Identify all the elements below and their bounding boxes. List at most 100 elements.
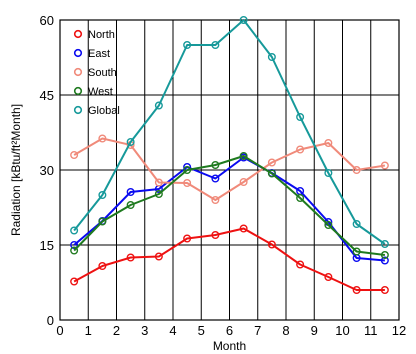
data-point xyxy=(126,200,135,209)
data-point xyxy=(126,187,135,196)
data-point xyxy=(324,138,333,147)
series-line xyxy=(73,155,385,256)
data-point xyxy=(154,252,163,261)
data-point xyxy=(239,16,248,25)
data-point xyxy=(211,230,220,239)
data-point xyxy=(70,277,79,286)
legend-marker xyxy=(73,67,83,77)
legend-item-global: Global xyxy=(73,105,120,117)
data-point xyxy=(98,217,107,226)
legend-label: Global xyxy=(88,105,120,117)
data-point xyxy=(98,134,107,143)
data-point xyxy=(352,286,361,295)
legend-item-north: North xyxy=(73,29,115,41)
series-line xyxy=(73,19,386,245)
data-point xyxy=(183,41,192,50)
x-tick-label: 5 xyxy=(198,323,205,338)
y-tick-label: 60 xyxy=(40,13,54,28)
legend-label: East xyxy=(88,48,110,60)
x-tick-label: 4 xyxy=(169,323,176,338)
x-axis-ticks: 0 1 2 3 4 5 6 7 8 9 10 11 12 xyxy=(56,323,406,338)
data-point xyxy=(239,177,248,186)
series-line xyxy=(73,156,385,262)
series-west xyxy=(70,151,389,259)
x-tick-label: 2 xyxy=(113,323,120,338)
x-tick-label: 11 xyxy=(364,323,378,338)
x-tick-label: 3 xyxy=(141,323,148,338)
data-point xyxy=(126,253,135,262)
data-point xyxy=(296,145,305,154)
data-point xyxy=(324,168,333,177)
data-point xyxy=(183,165,192,174)
x-tick-label: 12 xyxy=(392,323,406,338)
y-tick-label: 45 xyxy=(40,88,54,103)
data-point xyxy=(154,101,163,110)
legend-item-south: South xyxy=(73,67,117,79)
series-line xyxy=(73,137,386,201)
data-point xyxy=(211,160,220,169)
y-tick-label: 15 xyxy=(40,238,54,253)
data-point xyxy=(154,178,163,187)
series-south xyxy=(70,134,389,204)
data-point xyxy=(183,178,192,187)
x-tick-label: 8 xyxy=(282,323,289,338)
data-point xyxy=(154,189,163,198)
data-point xyxy=(239,224,248,233)
data-point xyxy=(98,262,107,271)
series-global xyxy=(70,16,389,248)
data-point xyxy=(211,195,220,204)
y-axis-ticks: 0 15 30 45 60 xyxy=(40,13,54,328)
data-point xyxy=(324,220,333,229)
plot-frame xyxy=(59,19,400,321)
data-point xyxy=(70,240,79,249)
data-point xyxy=(211,41,220,50)
series-line xyxy=(73,227,385,291)
data-point xyxy=(126,137,135,146)
data-point xyxy=(352,219,361,228)
data-point xyxy=(380,161,389,170)
legend-marker xyxy=(73,105,83,115)
legend-marker xyxy=(73,48,83,58)
data-point xyxy=(324,273,333,282)
y-tick-label: 0 xyxy=(47,313,54,328)
data-point xyxy=(267,169,276,178)
data-point xyxy=(98,190,107,199)
legend-label: North xyxy=(88,29,115,41)
data-point xyxy=(296,193,305,202)
data-point xyxy=(380,256,389,265)
x-tick-label: 10 xyxy=(335,323,349,338)
data-point xyxy=(211,174,220,183)
data-point xyxy=(267,240,276,249)
x-axis-title: Month xyxy=(213,339,246,353)
data-point xyxy=(239,151,248,160)
data-point xyxy=(296,112,305,121)
data-point xyxy=(267,158,276,167)
data-point xyxy=(352,165,361,174)
data-point xyxy=(352,247,361,256)
y-axis-title: Radiation [kBtu/ft²Month] xyxy=(9,104,23,236)
series-layer xyxy=(70,16,389,295)
data-point xyxy=(380,250,389,259)
data-point xyxy=(70,150,79,159)
data-point xyxy=(70,226,79,235)
x-tick-label: 6 xyxy=(226,323,233,338)
x-tick-label: 9 xyxy=(311,323,318,338)
data-point xyxy=(183,234,192,243)
data-point xyxy=(70,246,79,255)
legend-marker xyxy=(73,29,83,39)
x-tick-label: 1 xyxy=(85,323,92,338)
x-tick-label: 0 xyxy=(56,323,63,338)
x-tick-label: 7 xyxy=(254,323,261,338)
data-point xyxy=(380,286,389,295)
data-point xyxy=(296,260,305,269)
data-point xyxy=(380,239,389,248)
series-east xyxy=(70,153,389,265)
legend: North East South West Global xyxy=(73,29,120,117)
legend-item-east: East xyxy=(73,48,110,60)
legend-label: West xyxy=(88,86,113,98)
y-tick-label: 30 xyxy=(40,163,54,178)
legend-marker xyxy=(73,86,83,96)
grid-lines xyxy=(60,20,399,320)
legend-label: South xyxy=(88,67,117,79)
